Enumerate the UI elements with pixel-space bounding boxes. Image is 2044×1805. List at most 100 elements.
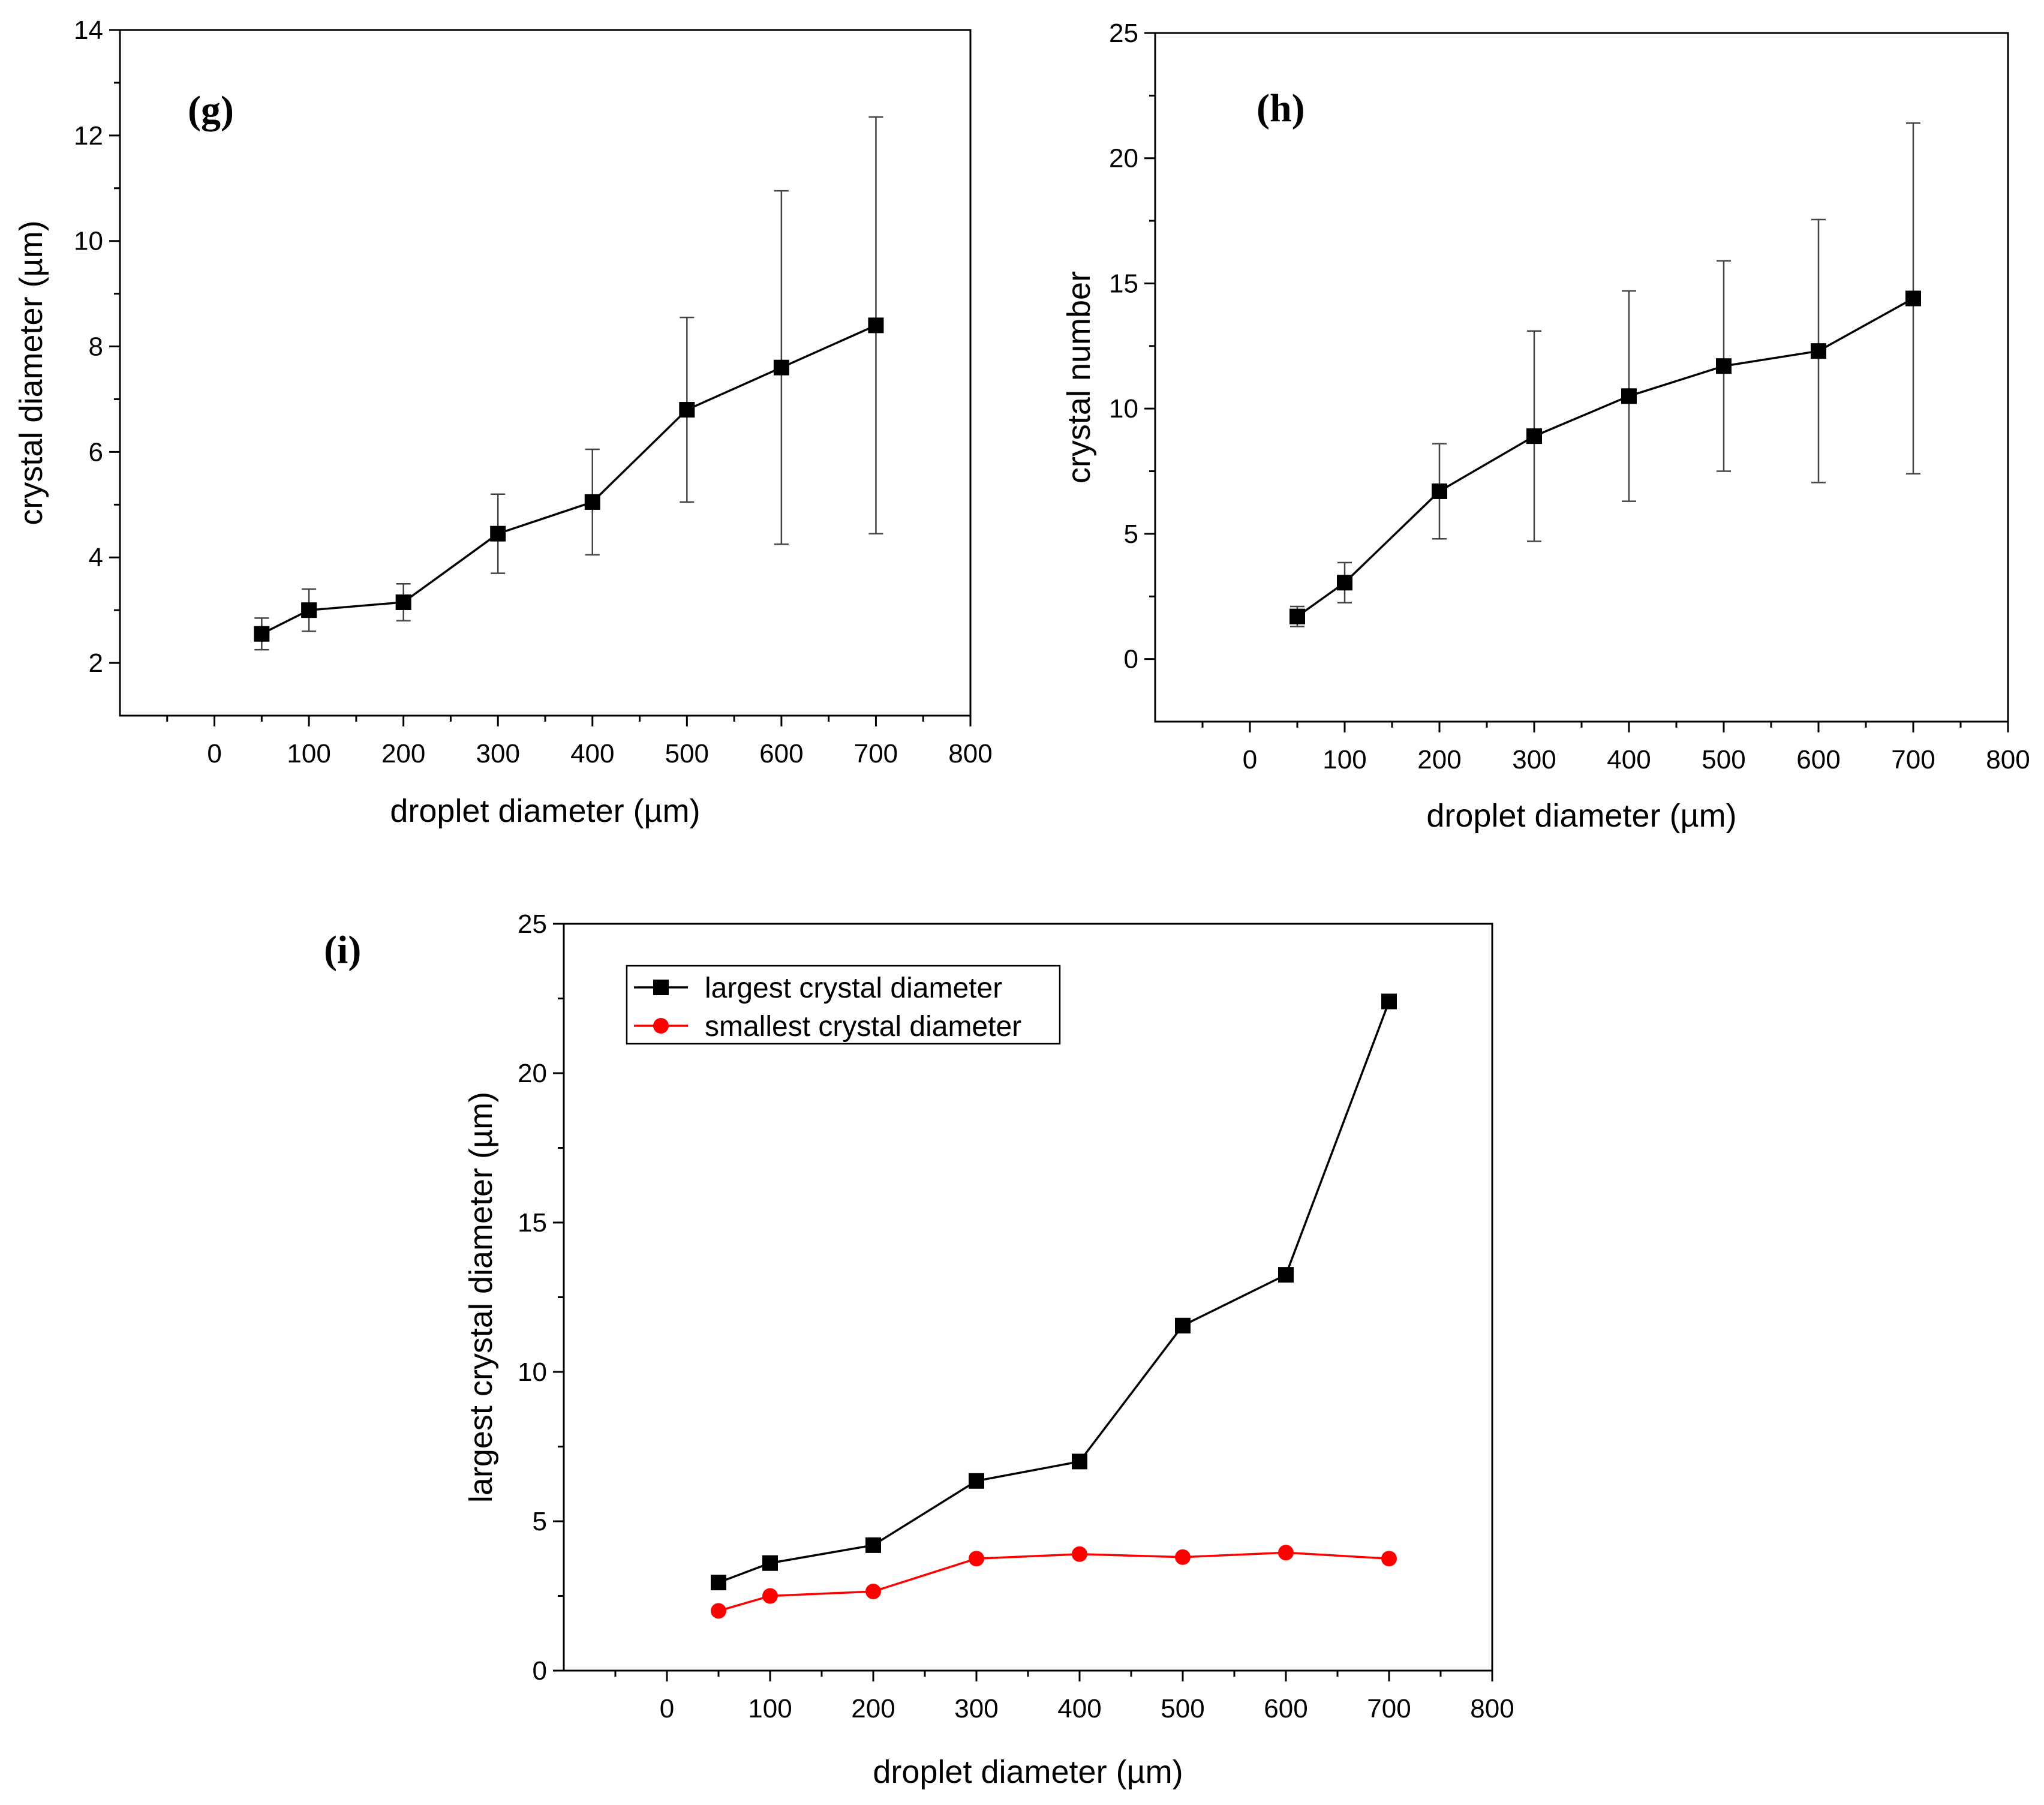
y-tick-label: 20 — [518, 1059, 547, 1088]
panel-label: (g) — [188, 88, 234, 132]
x-tick-label: 300 — [954, 1694, 998, 1723]
data-point — [1072, 1546, 1087, 1562]
y-tick-label: 10 — [518, 1357, 547, 1387]
x-tick-label: 600 — [759, 739, 803, 768]
data-point — [584, 494, 600, 510]
x-axis-title: droplet diameter (µm) — [873, 1754, 1183, 1790]
x-tick-label: 800 — [1470, 1694, 1514, 1723]
data-point — [1278, 1545, 1294, 1561]
y-tick-label: 10 — [74, 227, 103, 256]
x-tick-label: 400 — [1057, 1694, 1101, 1723]
y-axis-title: largest crystal diameter (µm) — [463, 1092, 499, 1503]
y-tick-label: 25 — [1109, 19, 1138, 48]
y-tick-label: 14 — [74, 16, 103, 45]
x-tick-label: 600 — [1264, 1694, 1307, 1723]
legend-label: largest crystal diameter — [705, 972, 1002, 1004]
series-1 — [711, 993, 1397, 1591]
data-point — [254, 626, 270, 642]
y-tick-label: 15 — [518, 1208, 547, 1238]
chart-panel-1: 0 100 200 300 400 500 600 700 800 2 4 6 8 10 12 14 dropl… — [13, 16, 993, 829]
series-1 — [1289, 122, 1921, 627]
x-tick-label: 100 — [1322, 745, 1366, 774]
legend-item: smallest crystal diameter — [634, 1011, 1021, 1043]
data-point — [868, 317, 884, 334]
panel-label: (h) — [1257, 86, 1305, 130]
chart-panel-3: 0 100 200 300 400 500 600 700 800 0 5 10 15 20 25 dropl… — [324, 909, 1514, 1790]
legend-marker — [653, 980, 669, 995]
data-point — [1175, 1317, 1191, 1334]
x-tick-label: 300 — [476, 739, 520, 768]
chart-panel-2: 0 100 200 300 400 500 600 700 800 0 5 10 15 20 25 dropl… — [1061, 19, 2030, 834]
y-tick-label: 8 — [89, 332, 103, 362]
x-tick-label: 800 — [1986, 745, 2030, 774]
y-tick-label: 5 — [1124, 519, 1138, 549]
legend-marker — [653, 1018, 669, 1034]
data-point — [762, 1555, 778, 1571]
data-point — [1432, 483, 1447, 499]
x-tick-label: 400 — [1607, 745, 1651, 774]
y-tick-label: 4 — [89, 543, 103, 572]
data-point — [1278, 1267, 1294, 1283]
x-tick-label: 200 — [851, 1694, 895, 1723]
x-tick-label: 100 — [748, 1694, 792, 1723]
x-tick-label: 500 — [665, 739, 709, 768]
data-point — [395, 594, 411, 610]
data-point — [490, 525, 506, 542]
data-point — [1381, 993, 1397, 1010]
series-line — [1296, 297, 1914, 618]
x-tick-label: 800 — [948, 739, 992, 768]
series-line — [718, 1001, 1390, 1584]
series-2 — [711, 1545, 1397, 1619]
x-tick-label: 0 — [207, 739, 221, 768]
data-point — [1716, 358, 1732, 374]
data-point — [969, 1551, 984, 1567]
x-tick-label: 500 — [1161, 1694, 1204, 1723]
data-point — [1526, 428, 1542, 445]
y-tick-label: 2 — [89, 648, 103, 678]
data-point — [679, 402, 695, 418]
x-tick-label: 0 — [1243, 745, 1257, 774]
data-point — [1621, 388, 1637, 404]
data-point — [773, 359, 789, 376]
y-tick-label: 10 — [1109, 394, 1138, 424]
x-tick-label: 300 — [1512, 745, 1556, 774]
x-tick-label: 100 — [287, 739, 330, 768]
y-tick-label: 12 — [74, 121, 103, 151]
data-point — [865, 1537, 881, 1553]
x-axis-title: droplet diameter (µm) — [390, 793, 700, 829]
series-1 — [254, 116, 884, 651]
x-tick-label: 0 — [660, 1694, 674, 1723]
x-tick-label: 500 — [1702, 745, 1745, 774]
legend: largest crystal diameter smallest crystal… — [626, 965, 1061, 1045]
series-line — [261, 324, 877, 635]
y-axis-title: crystal diameter (µm) — [13, 220, 49, 525]
x-tick-label: 700 — [1891, 745, 1935, 774]
x-tick-label: 200 — [381, 739, 425, 768]
data-point — [711, 1603, 726, 1619]
data-point — [1072, 1453, 1087, 1470]
x-tick-label: 700 — [1367, 1694, 1411, 1723]
data-point — [1337, 575, 1352, 591]
data-point — [1175, 1549, 1191, 1565]
legend-box — [626, 965, 1061, 1045]
y-tick-label: 6 — [89, 437, 103, 467]
data-point — [1811, 343, 1826, 359]
data-point — [1381, 1551, 1397, 1567]
y-tick-label: 25 — [518, 909, 547, 939]
x-tick-label: 700 — [854, 739, 898, 768]
data-point — [711, 1575, 726, 1591]
data-point — [1905, 290, 1921, 307]
y-tick-label: 5 — [533, 1507, 547, 1536]
data-point — [1289, 608, 1305, 624]
plot-frame — [119, 29, 972, 717]
data-point — [969, 1473, 984, 1489]
data-point — [301, 602, 317, 618]
data-point — [865, 1584, 881, 1600]
legend-label: smallest crystal diameter — [705, 1011, 1021, 1043]
series-line — [718, 1551, 1390, 1612]
x-tick-label: 200 — [1417, 745, 1461, 774]
y-tick-label: 15 — [1109, 269, 1138, 298]
x-tick-label: 400 — [570, 739, 614, 768]
y-axis-title: crystal number — [1061, 271, 1097, 483]
